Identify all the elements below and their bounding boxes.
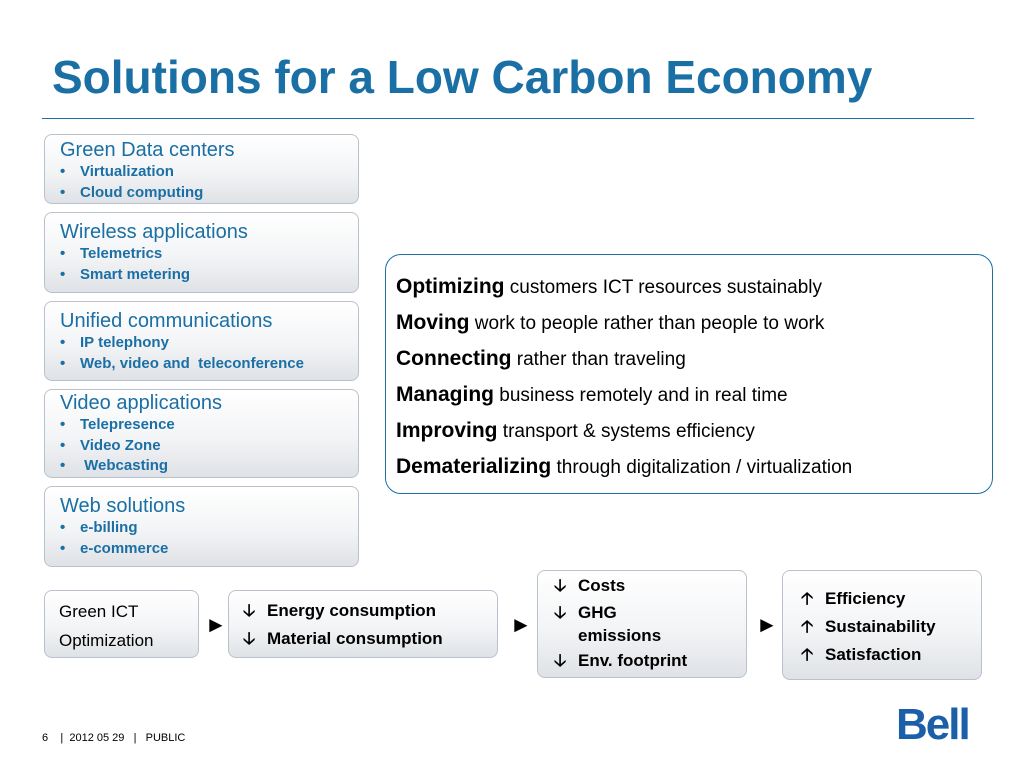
list-item: 🡡 Sustainability — [801, 613, 981, 641]
list-item: • Video Zone — [60, 436, 161, 454]
optimizing-panel: Optimizing customers ICT resources susta… — [385, 254, 993, 494]
list-item: • Cloud computing — [60, 183, 204, 201]
improving-line: Improving transport & systems efficiency — [396, 419, 755, 442]
category-title: Video applications — [60, 392, 222, 414]
list-item: • e-commerce — [60, 539, 169, 557]
category-title: Green Data centers — [60, 139, 235, 161]
page-number: 6 — [42, 732, 49, 744]
arrow-down-icon: 🡣 — [243, 601, 256, 620]
list-item: • Smart metering — [60, 265, 191, 283]
category-green-data-centers: Green Data centers • Virtualization • Clou… — [44, 134, 359, 204]
arrow-down-icon: 🡣 — [554, 603, 567, 622]
flow-arrow: ► — [510, 612, 532, 637]
category-title: Web solutions — [60, 495, 186, 517]
connecting-line: Connecting rather than traveling — [396, 347, 686, 370]
arrow-down-icon: 🡣 — [243, 629, 256, 648]
list-item: 🡡 Efficiency — [801, 585, 981, 613]
moving-line: Moving work to people rather than people… — [396, 311, 825, 334]
arrow-up-icon: 🡡 — [801, 617, 814, 636]
footer-date: 2012 05 29 — [69, 732, 125, 744]
category-video-applications: Video applications • Telepresence • Video … — [44, 389, 359, 478]
category-web-solutions: Web solutions • e-billing • e-commerce — [44, 486, 359, 567]
list-item: 🡣 GHG — [554, 601, 746, 625]
arrow-up-icon: 🡡 — [801, 645, 814, 664]
category-wireless-applications: Wireless applications • Telemetrics • Smar… — [44, 212, 359, 293]
list-item: • Telepresence — [60, 416, 175, 433]
list-item: • Virtualization — [60, 163, 174, 180]
list-item: • Web, video and teleconference — [60, 354, 304, 372]
green-ict-box: Green ICT Optimization — [44, 590, 199, 658]
category-title: Unified communications — [60, 310, 273, 332]
page-title: Solutions for a Low Carbon Economy — [52, 51, 873, 103]
list-item-continued: emissions — [578, 626, 662, 645]
green-ict-label: Green ICT — [59, 602, 139, 621]
list-item: • Telemetrics — [60, 245, 163, 262]
arrow-down-icon: 🡣 — [554, 651, 567, 670]
list-item: • IP telephony — [60, 334, 169, 351]
managing-line: Managing business remotely and in real t… — [396, 383, 788, 406]
consumption-box: 🡣 Energy consumption 🡣 Material consumptio… — [228, 590, 498, 658]
list-item: • e-billing — [60, 519, 138, 536]
arrow-up-icon: 🡡 — [801, 589, 814, 608]
optimizing-line: Optimizing customers ICT resources susta… — [396, 275, 822, 298]
category-unified-communications: Unified communications • IP telephony • We… — [44, 301, 359, 381]
benefits-box: 🡡 Efficiency 🡡 Sustainability 🡡 Satisfactio… — [782, 570, 982, 680]
list-item: 🡣 Energy consumption — [243, 597, 497, 625]
list-item: • Webcasting — [60, 457, 169, 474]
dematerializing-line: Dematerializing through digitalization /… — [396, 455, 853, 478]
category-title: Wireless applications — [60, 221, 248, 243]
bell-logo: Bell — [896, 700, 971, 749]
title-divider — [42, 118, 974, 119]
list-item: 🡡 Satisfaction — [801, 641, 981, 669]
flow-arrow: ► — [205, 612, 227, 637]
arrow-down-icon: 🡣 — [554, 576, 567, 595]
optimization-label: Optimization — [59, 631, 154, 650]
footer-classification: PUBLIC — [145, 732, 186, 744]
footer: 6 | 2012 05 29 | PUBLIC — [42, 732, 186, 744]
list-item: 🡣 Material consumption — [243, 625, 497, 653]
costs-box: 🡣 Costs 🡣 GHG emissions 🡣 Env. footprint — [537, 570, 747, 678]
flow-arrow: ► — [756, 612, 778, 637]
list-item: 🡣 Env. footprint — [554, 647, 746, 675]
list-item: 🡣 Costs — [554, 573, 746, 599]
